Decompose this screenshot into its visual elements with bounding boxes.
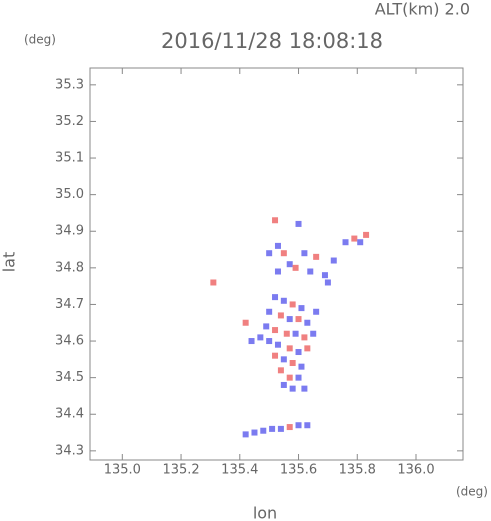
- echo-point: [298, 363, 305, 370]
- x-tick-label: 136.0: [397, 463, 434, 478]
- x-axis-label: lon: [253, 504, 277, 521]
- echo-point: [342, 239, 349, 246]
- x-tick-label: 135.6: [280, 463, 317, 478]
- y-tick-label: 34.4: [55, 407, 84, 422]
- echo-point: [301, 334, 308, 341]
- echo-point: [283, 330, 290, 337]
- echo-point: [280, 297, 287, 304]
- y-tick-label: 34.8: [55, 260, 84, 275]
- echo-point: [286, 424, 293, 431]
- echo-point: [251, 429, 258, 436]
- echo-point: [307, 268, 314, 275]
- echo-point: [272, 352, 279, 359]
- chart-title: 2016/11/28 18:08:18: [161, 29, 383, 53]
- echo-point: [351, 235, 358, 242]
- echo-point: [274, 341, 281, 348]
- echo-point: [280, 381, 287, 388]
- echo-point: [301, 250, 308, 257]
- echo-point: [210, 279, 217, 286]
- echo-point: [266, 338, 273, 345]
- echo-point: [304, 345, 311, 352]
- echo-point: [292, 264, 299, 271]
- echo-point: [272, 217, 279, 224]
- y-tick-label: 34.7: [55, 297, 84, 312]
- y-tick-label: 34.5: [55, 370, 84, 385]
- plot-frame: [89, 67, 464, 461]
- echo-point: [289, 385, 296, 392]
- y-tick-label: 35.2: [55, 114, 84, 129]
- echo-point: [295, 374, 302, 381]
- y-tick-label: 34.9: [55, 224, 84, 239]
- echo-point: [304, 422, 311, 429]
- echo-point: [274, 242, 281, 249]
- echo-point: [257, 334, 264, 341]
- echo-point: [289, 301, 296, 308]
- x-tick-label: 135.2: [162, 463, 199, 478]
- y-tick-label: 35.3: [55, 77, 84, 92]
- y-tick-label: 35.1: [55, 151, 84, 166]
- echo-point: [304, 319, 311, 326]
- echo-point: [324, 279, 331, 286]
- y-tick-label: 35.0: [55, 187, 84, 202]
- y-axis-label: lat: [0, 252, 19, 273]
- echo-point: [295, 220, 302, 227]
- echo-point: [286, 316, 293, 323]
- echo-point: [274, 268, 281, 275]
- echo-point: [277, 425, 284, 432]
- echo-point: [292, 330, 299, 337]
- echo-point: [280, 250, 287, 257]
- x-unit: (deg): [456, 485, 488, 499]
- x-tick-label: 135.4: [221, 463, 258, 478]
- echo-point: [266, 308, 273, 315]
- echo-point: [313, 308, 320, 315]
- echo-point: [280, 356, 287, 363]
- y-tick-label: 34.3: [55, 443, 84, 458]
- echo-point: [313, 253, 320, 260]
- echo-point: [242, 431, 249, 438]
- y-tick-label: 34.6: [55, 334, 84, 349]
- echo-point: [295, 316, 302, 323]
- echo-point: [277, 312, 284, 319]
- echo-point: [286, 345, 293, 352]
- y-unit: (deg): [24, 33, 56, 47]
- chart-subtitle: ALT(km) 2.0: [375, 0, 470, 19]
- echo-point: [298, 305, 305, 312]
- echo-point: [260, 427, 267, 434]
- echo-point: [357, 239, 364, 246]
- echo-point: [272, 294, 279, 301]
- echo-point: [277, 367, 284, 374]
- echo-point: [286, 261, 293, 268]
- echo-point: [266, 250, 273, 257]
- x-tick-label: 135.8: [339, 463, 376, 478]
- echo-point: [286, 374, 293, 381]
- echo-point: [272, 327, 279, 334]
- echo-point: [295, 422, 302, 429]
- echo-point: [242, 319, 249, 326]
- x-tick-label: 135.0: [104, 463, 141, 478]
- echo-point: [248, 338, 255, 345]
- echo-point: [310, 330, 317, 337]
- echo-point: [263, 323, 270, 330]
- echo-point: [289, 360, 296, 367]
- echo-point: [295, 349, 302, 356]
- echo-point: [330, 257, 337, 264]
- echo-point: [321, 272, 328, 279]
- echo-point: [363, 231, 370, 238]
- echo-point: [301, 385, 308, 392]
- echo-point: [269, 425, 276, 432]
